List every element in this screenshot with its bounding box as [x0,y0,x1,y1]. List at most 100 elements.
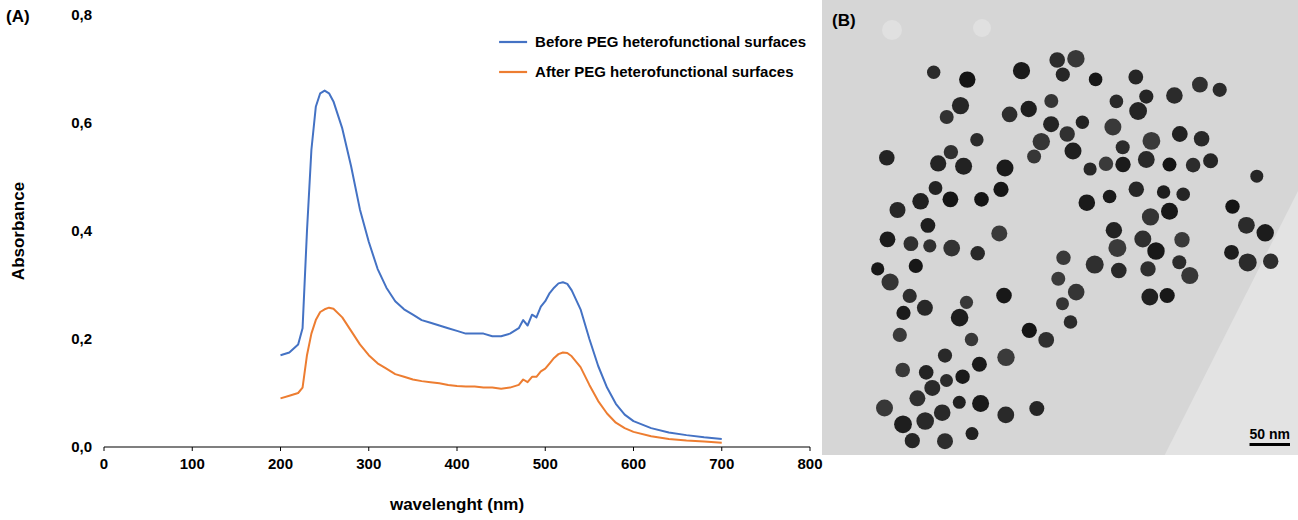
nanoparticle [1115,157,1130,172]
nanoparticle [921,218,936,233]
y-tick-label: 0,8 [71,6,92,23]
nanoparticle [1056,297,1069,310]
x-tick-label: 0 [100,455,108,472]
nanoparticle [1239,253,1257,271]
nanoparticle [923,239,936,252]
y-tick-label: 0,2 [71,330,92,347]
nanoparticle [997,407,1014,424]
nanoparticle [909,390,925,406]
nanoparticle [1068,284,1085,301]
scale-bar-label: 50 nm [1250,426,1290,442]
panel-label: (A) [6,7,30,26]
series-line [281,91,722,439]
image-speck [973,19,991,37]
nanoparticle [996,288,1012,304]
nanoparticle [955,158,972,175]
nanoparticle [893,328,907,342]
x-tick [280,447,281,451]
nanoparticle [993,182,1008,197]
x-tick [192,447,193,451]
nanoparticle [1250,170,1263,183]
x-tick [457,447,458,451]
nanoparticle [927,66,940,79]
nanoparticle [1049,52,1065,68]
y-tick-label: 0,0 [71,438,92,455]
nanoparticle [1116,140,1130,154]
nanoparticle [1029,401,1044,416]
y-axis-title: Absorbance [9,182,28,280]
nanoparticle [1134,230,1151,247]
nanoparticle [1089,73,1103,87]
nanoparticle [1079,194,1096,211]
nanoparticle [1103,190,1117,204]
nanoparticle [1186,158,1201,173]
y-tick [100,231,104,232]
scale-bar [1250,443,1290,446]
nanoparticle [896,306,910,320]
nanoparticle [1174,232,1189,247]
nanoparticle [1027,150,1041,164]
nanoparticle [894,415,912,433]
nanoparticle [890,202,906,218]
x-tick-label: 400 [444,455,469,472]
nanoparticle [903,289,917,303]
nanoparticle [879,150,895,166]
nanoparticle [1203,153,1218,168]
panel-label: (B) [832,11,856,30]
nanoparticle [1166,87,1183,104]
nanoparticle [919,365,934,380]
nanoparticle [1033,133,1050,150]
nanoparticle [955,370,969,384]
nanoparticle [917,300,933,316]
nanoparticle [940,374,953,387]
nanoparticle [882,273,899,290]
nanoparticle [1099,157,1113,171]
nanoparticle [1213,83,1227,97]
nanoparticle [909,259,923,273]
nanoparticle [876,399,893,416]
nanoparticle [912,193,929,210]
nanoparticle [1106,222,1122,238]
nanoparticle [1181,267,1198,284]
nanoparticle [916,412,934,430]
nanoparticle [943,240,960,257]
nanoparticle [1056,251,1070,265]
nanoparticle [1020,101,1036,117]
legend: Before PEG heterofunctional surfacesAfte… [499,33,806,80]
nanoparticle [966,427,979,440]
nanoparticle [1257,224,1274,241]
nanoparticle [991,225,1007,241]
y-tick [100,15,104,16]
nanoparticle [904,236,919,251]
nanoparticle [1157,185,1170,198]
nanoparticle [997,160,1014,177]
x-tick [633,447,634,451]
image-light-region [1165,191,1298,455]
nanoparticle [1176,187,1190,201]
nanoparticle [929,181,943,195]
nanoparticle [937,433,953,449]
nanoparticle [1129,182,1144,197]
nanoparticle [944,145,958,159]
nanoparticle [1108,239,1126,257]
nanoparticle [871,262,884,275]
nanoparticle [1141,289,1158,306]
nanoparticle [1022,323,1037,338]
nanoparticle [1238,217,1255,234]
legend-label: Before PEG heterofunctional surfaces [535,33,806,50]
nanoparticle [938,349,952,363]
y-tick [100,339,104,340]
nanoparticle [959,71,975,87]
nanoparticle [1111,263,1127,279]
x-axis-title: wavelenght (nm) [389,495,524,514]
x-tick [368,447,369,451]
nanoparticle [1224,245,1239,260]
nanoparticle [1172,126,1188,142]
nanoparticle [952,97,969,114]
x-tick [545,447,546,451]
nanoparticle [1140,261,1155,276]
nanoparticle [1043,116,1059,132]
nanoparticle [1138,151,1155,168]
nanoparticle [1076,116,1089,129]
x-tick-label: 500 [533,455,558,472]
